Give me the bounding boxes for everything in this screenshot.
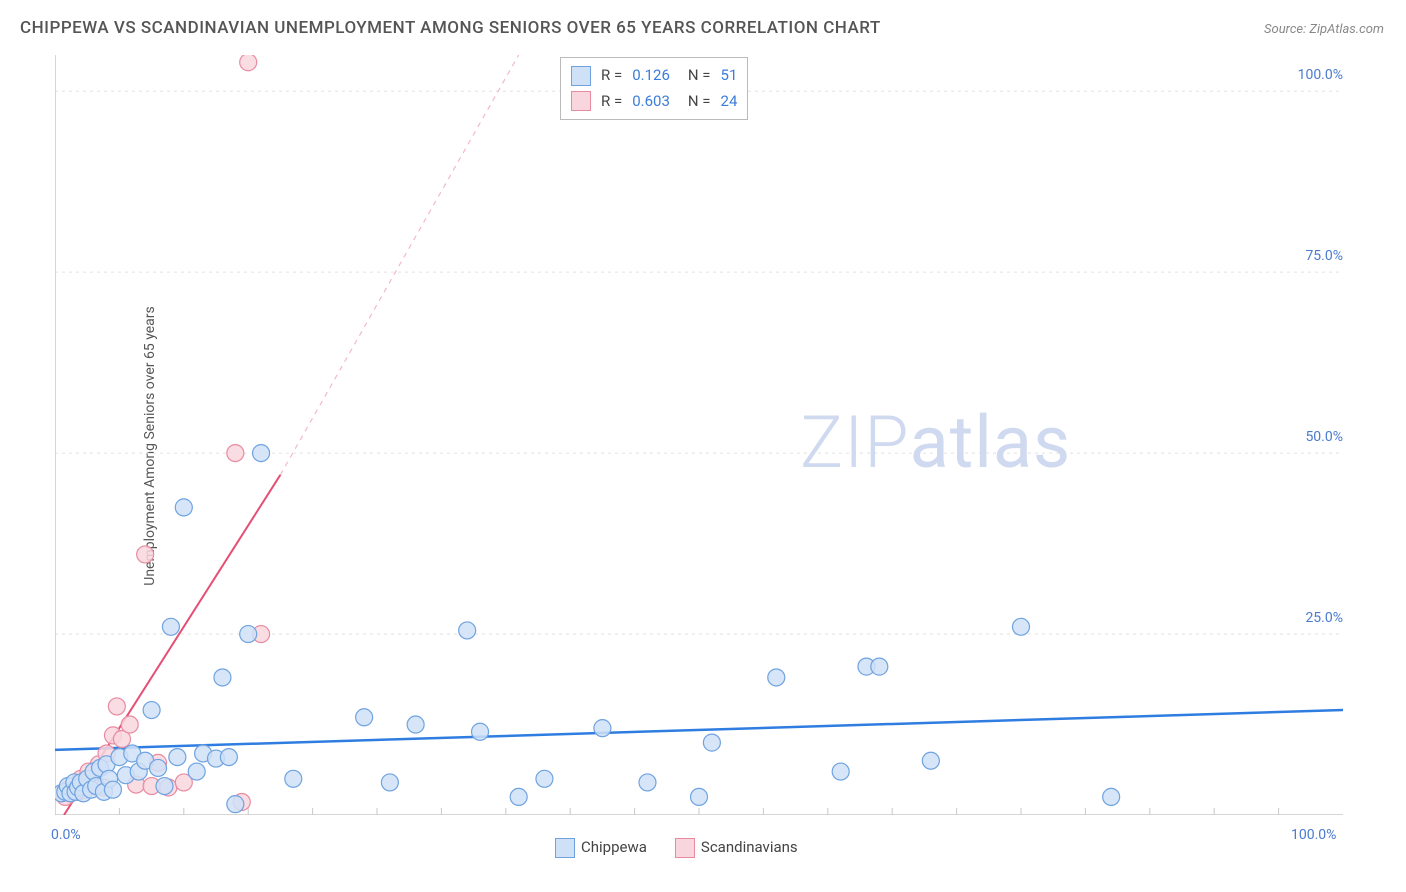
plot-svg	[55, 55, 1343, 815]
correlation-box: R = 0.126 N = 51 R = 0.603 N = 24	[560, 57, 748, 120]
chart-container: CHIPPEWA VS SCANDINAVIAN UNEMPLOYMENT AM…	[0, 0, 1406, 892]
legend-item: Scandinavians	[675, 838, 798, 858]
n-key: N =	[688, 89, 711, 115]
legend-swatch	[555, 838, 575, 858]
n-value: 24	[721, 89, 738, 115]
legend-label: Chippewa	[581, 838, 647, 856]
y-tick-label: 100.0%	[1273, 67, 1343, 83]
legend-item: Chippewa	[555, 838, 647, 858]
source-label: Source: ZipAtlas.com	[1264, 22, 1384, 37]
x-tick-min: 0.0%	[51, 827, 81, 843]
x-tick-max: 100.0%	[1291, 827, 1336, 843]
n-key: N =	[688, 63, 711, 89]
legend-label: Scandinavians	[701, 838, 798, 856]
corr-row: R = 0.126 N = 51	[571, 63, 737, 89]
r-value: 0.603	[632, 89, 670, 115]
legend: Chippewa Scandinavians	[555, 838, 798, 858]
r-key: R =	[601, 89, 622, 115]
y-tick-label: 50.0%	[1273, 429, 1343, 445]
series-swatch	[571, 66, 591, 86]
n-value: 51	[721, 63, 738, 89]
series-swatch	[571, 91, 591, 111]
corr-row: R = 0.603 N = 24	[571, 89, 737, 115]
r-key: R =	[601, 63, 622, 89]
y-tick-label: 25.0%	[1273, 610, 1343, 626]
r-value: 0.126	[632, 63, 670, 89]
y-tick-label: 75.0%	[1273, 248, 1343, 264]
chart-title: CHIPPEWA VS SCANDINAVIAN UNEMPLOYMENT AM…	[20, 18, 881, 38]
legend-swatch	[675, 838, 695, 858]
